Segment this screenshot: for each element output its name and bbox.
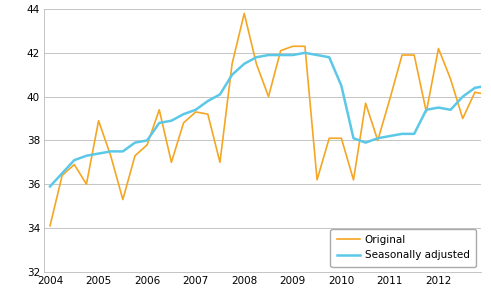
Original (96, 119, 102, 123)
Seasonally adjusted (411, 132, 417, 136)
Seasonally adjusted (132, 141, 138, 144)
Original (290, 44, 296, 48)
Original (83, 182, 89, 186)
Original (351, 178, 356, 182)
Seasonally adjusted (108, 149, 113, 153)
Seasonally adjusted (266, 53, 272, 57)
Seasonally adjusted (205, 99, 211, 103)
Seasonally adjusted (168, 119, 174, 123)
Seasonally adjusted (472, 86, 478, 90)
Original (472, 90, 478, 94)
Seasonally adjusted (83, 154, 89, 158)
Original (314, 178, 320, 182)
Original (71, 163, 77, 166)
Seasonally adjusted (253, 56, 259, 59)
Original (59, 174, 65, 177)
Original (375, 139, 381, 142)
Original (363, 101, 369, 105)
Seasonally adjusted (290, 53, 296, 57)
Original (253, 62, 259, 66)
Original (326, 137, 332, 140)
Original (193, 110, 199, 114)
Original (302, 44, 308, 48)
Line: Seasonally adjusted: Seasonally adjusted (50, 53, 491, 186)
Seasonally adjusted (120, 149, 126, 153)
Seasonally adjusted (363, 141, 369, 144)
Original (278, 49, 284, 53)
Seasonally adjusted (193, 108, 199, 112)
Original (181, 121, 187, 125)
Seasonally adjusted (217, 93, 223, 96)
Original (205, 112, 211, 116)
Original (108, 154, 113, 158)
Original (132, 154, 138, 158)
Original (217, 160, 223, 164)
Original (156, 108, 162, 112)
Seasonally adjusted (59, 172, 65, 175)
Original (168, 160, 174, 164)
Original (436, 47, 441, 50)
Seasonally adjusted (47, 185, 53, 188)
Seasonally adjusted (241, 62, 247, 66)
Line: Original: Original (50, 14, 491, 226)
Seasonally adjusted (144, 139, 150, 142)
Original (484, 93, 490, 96)
Seasonally adjusted (326, 56, 332, 59)
Original (229, 62, 235, 66)
Original (47, 224, 53, 228)
Seasonally adjusted (96, 152, 102, 155)
Original (460, 117, 465, 120)
Seasonally adjusted (156, 121, 162, 125)
Seasonally adjusted (71, 158, 77, 162)
Original (387, 97, 393, 101)
Seasonally adjusted (181, 112, 187, 116)
Original (144, 143, 150, 146)
Seasonally adjusted (351, 137, 356, 140)
Seasonally adjusted (460, 95, 465, 98)
Original (241, 12, 247, 15)
Seasonally adjusted (387, 134, 393, 138)
Original (399, 53, 405, 57)
Seasonally adjusted (423, 108, 429, 112)
Seasonally adjusted (278, 53, 284, 57)
Seasonally adjusted (399, 132, 405, 136)
Seasonally adjusted (338, 84, 344, 88)
Legend: Original, Seasonally adjusted: Original, Seasonally adjusted (330, 229, 476, 267)
Seasonally adjusted (229, 73, 235, 77)
Original (338, 137, 344, 140)
Original (266, 95, 272, 98)
Seasonally adjusted (302, 51, 308, 55)
Seasonally adjusted (375, 137, 381, 140)
Original (448, 77, 454, 81)
Original (423, 110, 429, 114)
Seasonally adjusted (484, 84, 490, 88)
Seasonally adjusted (314, 53, 320, 57)
Original (411, 53, 417, 57)
Seasonally adjusted (436, 106, 441, 109)
Seasonally adjusted (448, 108, 454, 112)
Original (120, 198, 126, 201)
